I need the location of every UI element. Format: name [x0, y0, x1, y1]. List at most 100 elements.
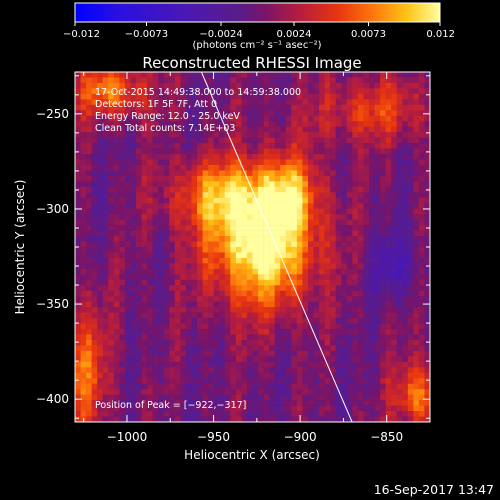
heatmap-cell: [396, 93, 403, 100]
heatmap-cell: [91, 115, 98, 122]
heatmap-cell: [163, 88, 170, 95]
heatmap-cell: [97, 252, 104, 259]
heatmap-cell: [374, 411, 381, 417]
heatmap-cell: [263, 318, 270, 324]
heatmap-cell: [163, 367, 170, 374]
heatmap-cell: [324, 115, 331, 122]
heatmap-cell: [130, 394, 137, 401]
heatmap-cell: [113, 126, 120, 133]
heatmap-cell: [335, 383, 342, 390]
heatmap-cell: [357, 285, 364, 292]
heatmap-cell: [302, 164, 309, 171]
heatmap-cell: [341, 416, 348, 422]
heatmap-cell: [424, 214, 430, 220]
heatmap-cell: [124, 285, 131, 292]
heatmap-cell: [202, 339, 209, 346]
heatmap-cell: [75, 301, 81, 308]
heatmap-cell: [252, 323, 259, 330]
heatmap-cell: [385, 154, 392, 160]
heatmap-cell: [174, 290, 181, 297]
heatmap-cell: [136, 252, 142, 259]
heatmap-cell: [180, 219, 187, 226]
heatmap-cell: [147, 339, 153, 346]
heatmap-cell: [324, 186, 331, 193]
heatmap-cell: [174, 197, 181, 204]
heatmap-cell: [147, 389, 153, 395]
heatmap-cell: [102, 214, 109, 220]
heatmap-cell: [219, 405, 226, 412]
heatmap-cell: [191, 301, 198, 308]
heatmap-cell: [202, 82, 209, 89]
heatmap-cell: [263, 192, 270, 199]
heatmap-cell: [91, 307, 98, 313]
heatmap-cell: [324, 164, 331, 171]
heatmap-cell: [152, 367, 159, 374]
heatmap-cell: [319, 350, 325, 357]
heatmap-cell: [80, 186, 87, 193]
heatmap-cell: [274, 312, 281, 319]
heatmap-cell: [269, 383, 275, 390]
heatmap-cell: [102, 329, 109, 335]
heatmap-cell: [352, 82, 359, 89]
heatmap-cell: [285, 274, 292, 281]
heatmap-cell: [191, 115, 198, 122]
heatmap-cell: [241, 77, 248, 84]
heatmap-cell: [97, 301, 104, 308]
heatmap-cell: [418, 203, 425, 210]
heatmap-cell: [197, 214, 203, 220]
heatmap-cell: [424, 82, 430, 89]
heatmap-cell: [368, 181, 375, 188]
heatmap-cell: [313, 411, 320, 417]
heatmap-cell: [241, 312, 248, 319]
heatmap-cell: [291, 121, 298, 127]
heatmap-cell: [407, 72, 414, 78]
heatmap-cell: [241, 192, 248, 199]
heatmap-cell: [130, 323, 137, 330]
heatmap-cell: [302, 389, 309, 395]
heatmap-cell: [152, 312, 159, 319]
heatmap-cell: [407, 159, 414, 166]
heatmap-cell: [152, 350, 159, 357]
heatmap-cell: [152, 323, 159, 330]
heatmap-cell: [147, 126, 153, 133]
heatmap-cell: [313, 121, 320, 127]
heatmap-cell: [130, 236, 137, 242]
heatmap-cell: [191, 186, 198, 193]
heatmap-cell: [313, 405, 320, 412]
heatmap-cell: [363, 175, 370, 182]
heatmap-cell: [413, 99, 420, 106]
heatmap-cell: [363, 143, 370, 149]
heatmap-cell: [424, 132, 430, 138]
heatmap-cell: [374, 154, 381, 160]
heatmap-cell: [147, 263, 153, 270]
heatmap-cell: [141, 236, 148, 242]
heatmap-cell: [263, 383, 270, 390]
heatmap-cell: [341, 132, 348, 138]
heatmap-cell: [346, 148, 353, 155]
heatmap-cell: [274, 77, 281, 84]
heatmap-cell: [252, 197, 259, 204]
heatmap-cell: [380, 405, 386, 412]
heatmap-cell: [174, 405, 181, 412]
heatmap-cell: [169, 192, 176, 199]
heatmap-cell: [263, 285, 270, 292]
heatmap-cell: [208, 361, 214, 368]
heatmap-cell: [352, 203, 359, 210]
heatmap-cell: [224, 345, 231, 352]
heatmap-cell: [241, 225, 248, 231]
heatmap-cell: [230, 301, 237, 308]
heatmap-cell: [169, 389, 176, 395]
heatmap-cell: [357, 383, 364, 390]
heatmap-cell: [335, 159, 342, 166]
heatmap-cell: [357, 356, 364, 363]
heatmap-cell: [191, 159, 198, 166]
heatmap-cell: [374, 361, 381, 368]
heatmap-cell: [307, 148, 314, 155]
heatmap-cell: [368, 268, 375, 275]
heatmap-cell: [119, 208, 126, 215]
heatmap-cell: [141, 394, 148, 401]
heatmap-cell: [424, 192, 430, 199]
heatmap-cell: [191, 279, 198, 286]
heatmap-cell: [163, 186, 170, 193]
heatmap-cell: [368, 115, 375, 122]
